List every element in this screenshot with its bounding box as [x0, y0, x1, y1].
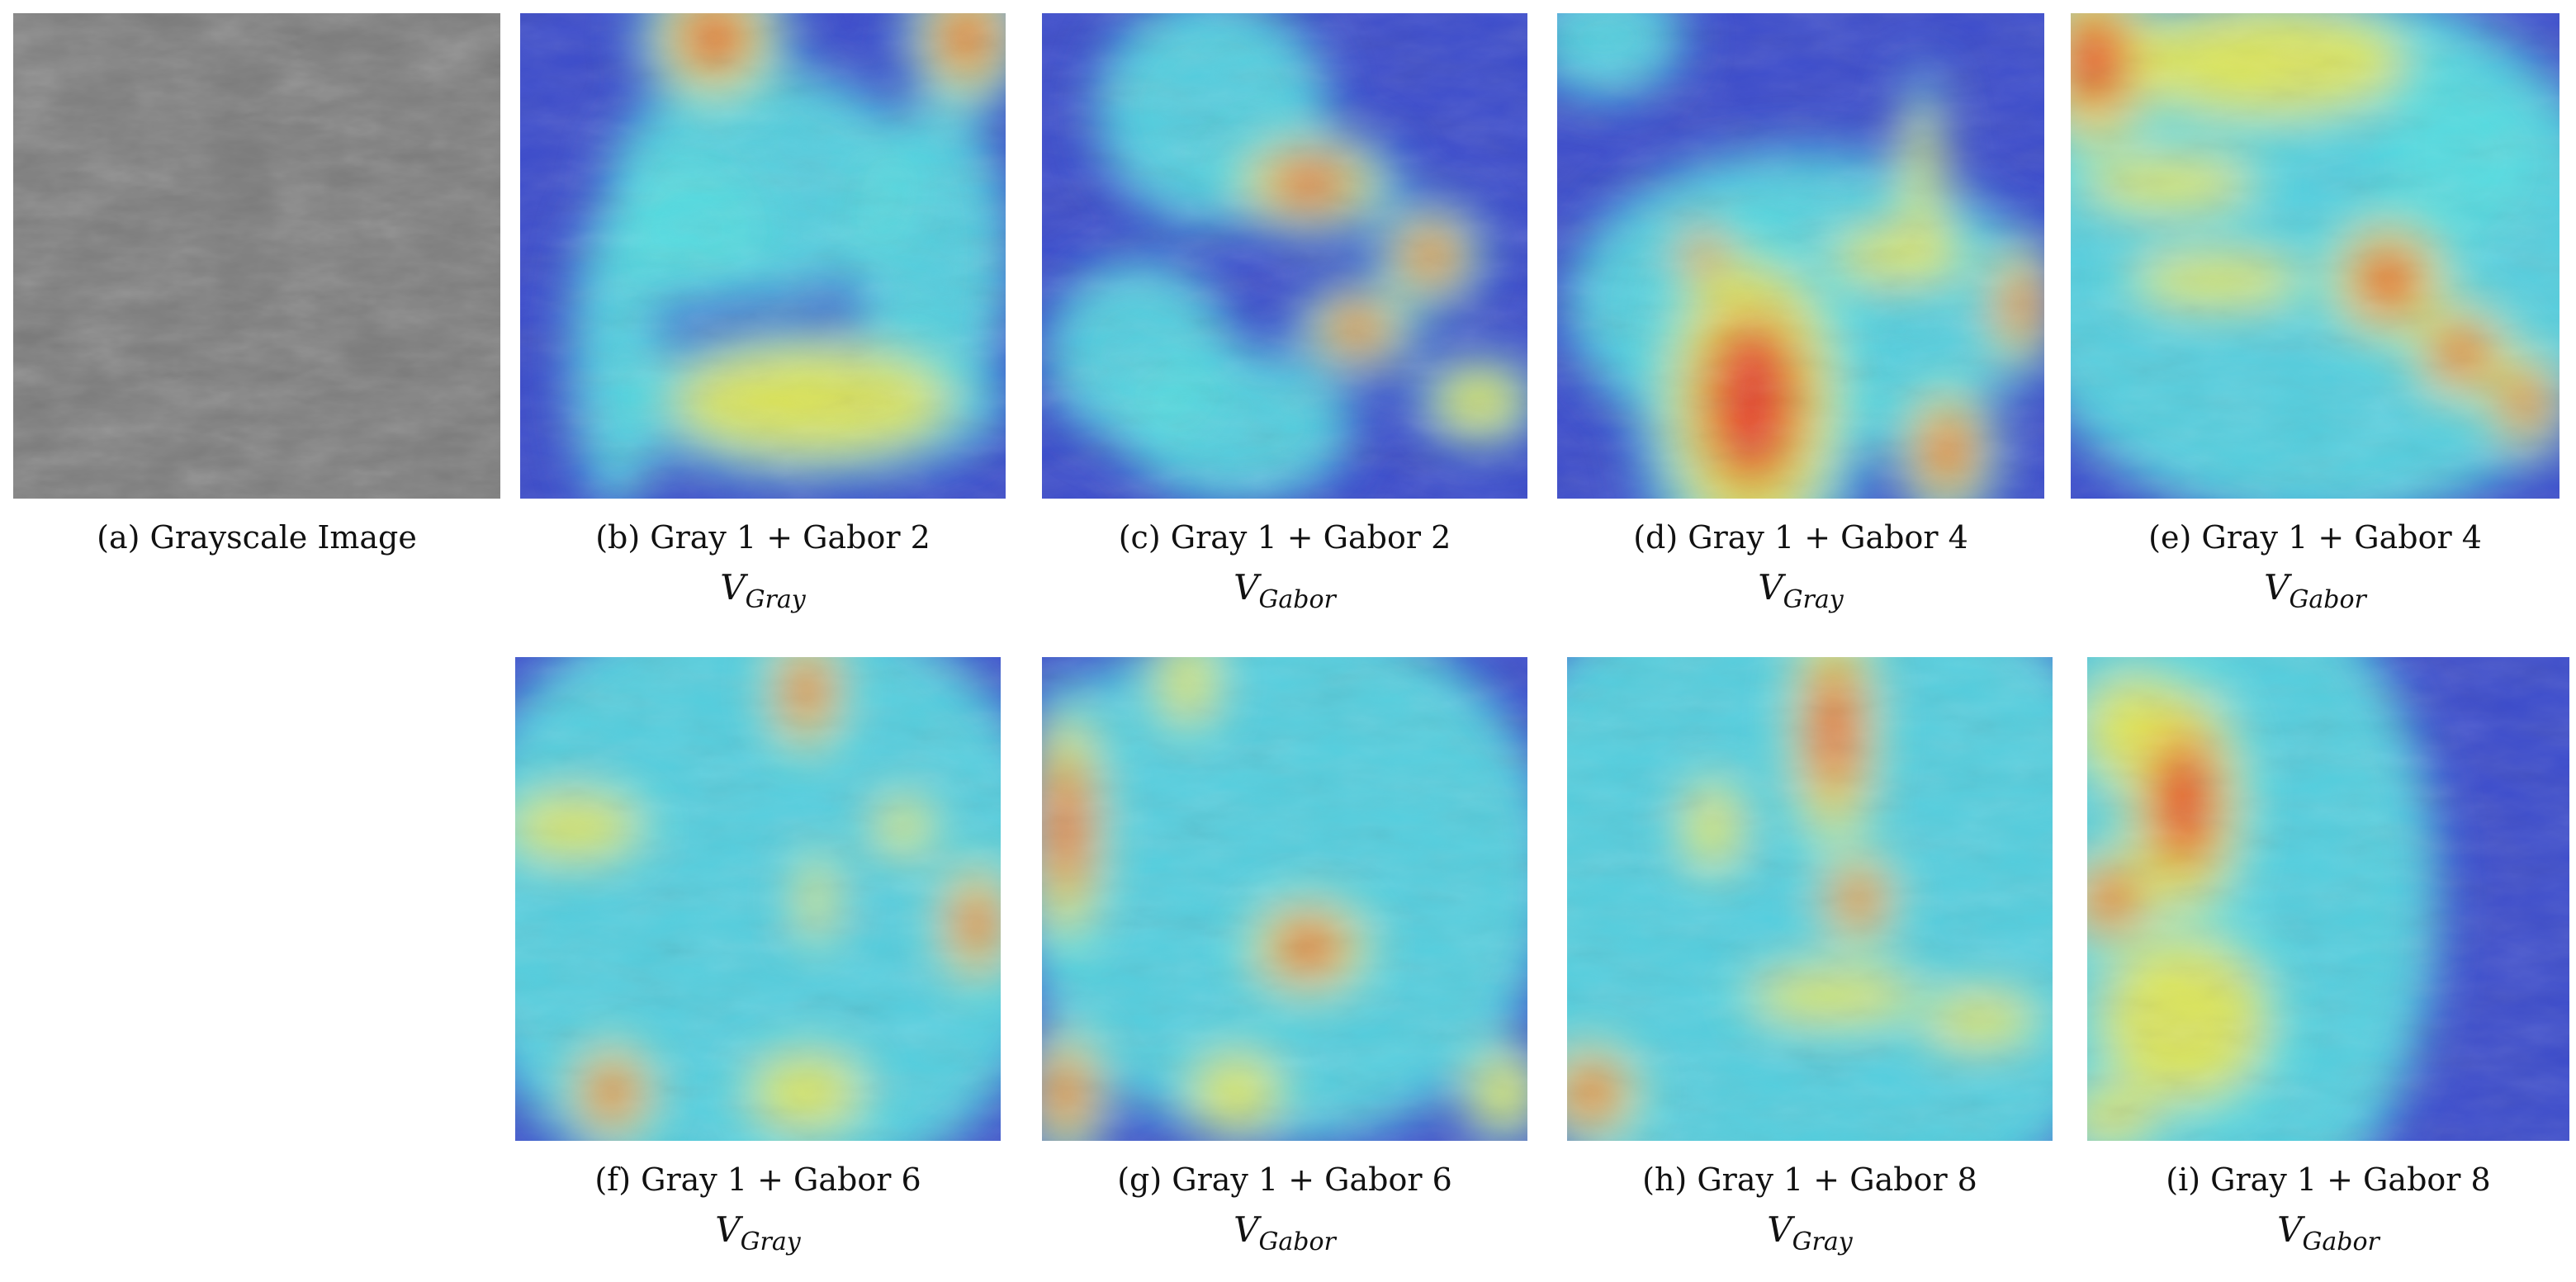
- panel-caption: (e) Gray 1 + Gabor 4: [2148, 519, 2482, 556]
- variable-symbol: V: [1758, 567, 1786, 608]
- heatmap-image: [1042, 657, 1527, 1141]
- variable-subscript: Gabor: [2302, 1228, 2380, 1256]
- variable-symbol: V: [715, 1209, 743, 1250]
- variable-subscript: Gray: [1792, 1228, 1854, 1256]
- panel-caption: (b) Gray 1 + Gabor 2: [595, 519, 930, 556]
- panel-variable: VGray: [1767, 1209, 1854, 1256]
- variable-symbol: V: [1234, 567, 1262, 608]
- variable-symbol: V: [1767, 1209, 1795, 1250]
- panel-caption: (c) Gray 1 + Gabor 2: [1119, 519, 1451, 556]
- panel-variable: VGabor: [2264, 567, 2367, 614]
- heatmap-image: [2071, 13, 2559, 499]
- panel-variable: VGabor: [2277, 1209, 2380, 1256]
- variable-symbol: V: [2277, 1209, 2305, 1250]
- image-texture: [13, 13, 500, 499]
- variable-subscript: Gabor: [1258, 585, 1337, 614]
- panel-variable: VGabor: [1234, 1209, 1337, 1256]
- variable-subscript: Gabor: [1258, 1228, 1337, 1256]
- panel-variable: VGray: [720, 567, 807, 614]
- panel-caption: (g) Gray 1 + Gabor 6: [1117, 1161, 1452, 1198]
- heatmap-image: [2087, 657, 2569, 1141]
- variable-symbol: V: [2264, 567, 2292, 608]
- panel-caption: (a) Grayscale Image: [97, 519, 417, 556]
- panel-caption: (h) Gray 1 + Gabor 8: [1642, 1161, 1977, 1198]
- variable-subscript: Gray: [746, 585, 807, 614]
- panel-variable: VGray: [715, 1209, 802, 1256]
- grayscale-image: [13, 13, 500, 499]
- heatmap-texture: [1042, 657, 1527, 1141]
- variable-subscript: Gabor: [2289, 585, 2367, 614]
- panel-caption: (f) Gray 1 + Gabor 6: [594, 1161, 921, 1198]
- heatmap-image: [1042, 13, 1527, 499]
- heatmap-texture: [1557, 13, 2044, 499]
- panel-variable: VGabor: [1234, 567, 1337, 614]
- variable-subscript: Gray: [1783, 585, 1844, 614]
- variable-symbol: V: [720, 567, 748, 608]
- heatmap-image: [1567, 657, 2053, 1141]
- panel-caption: (d) Gray 1 + Gabor 4: [1633, 519, 1968, 556]
- heatmap-texture: [2087, 657, 2569, 1141]
- heatmap-image: [520, 13, 1006, 499]
- heatmap-texture: [1042, 13, 1527, 499]
- heatmap-image: [1557, 13, 2044, 499]
- panel-caption: (i) Gray 1 + Gabor 8: [2166, 1161, 2490, 1198]
- panel-variable: VGray: [1758, 567, 1844, 614]
- heatmap-texture: [2071, 13, 2559, 499]
- variable-symbol: V: [1234, 1209, 1262, 1250]
- variable-subscript: Gray: [741, 1228, 802, 1256]
- heatmap-texture: [520, 13, 1006, 499]
- heatmap-texture: [1567, 657, 2053, 1141]
- heatmap-texture: [515, 657, 1001, 1141]
- heatmap-image: [515, 657, 1001, 1141]
